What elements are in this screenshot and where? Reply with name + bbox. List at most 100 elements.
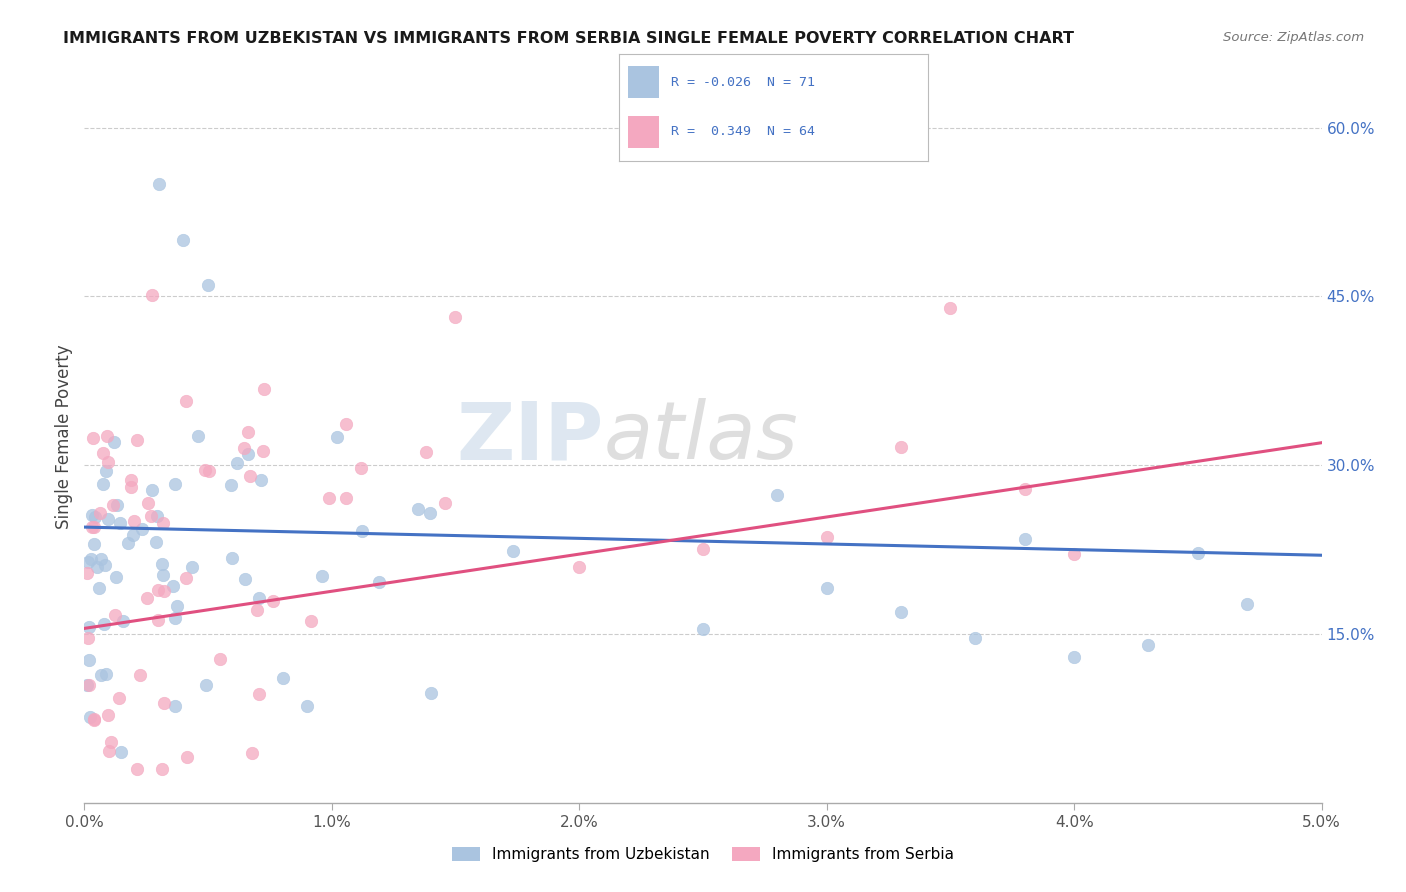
Point [246, 602, 269, 616]
Point [939, 301, 962, 315]
Point [415, 445, 437, 459]
Text: R =  0.349  N = 64: R = 0.349 N = 64 [671, 125, 815, 138]
Point [139, 509, 162, 524]
Point [90, 551, 112, 566]
Point [890, 605, 912, 619]
Point [110, 745, 132, 759]
Point [1187, 546, 1209, 560]
Point [350, 524, 373, 538]
Point [198, 464, 221, 478]
Point [815, 581, 838, 595]
Point [104, 608, 127, 623]
Point [100, 735, 122, 749]
Point [335, 491, 357, 506]
Point [174, 571, 197, 585]
Text: atlas: atlas [605, 398, 799, 476]
Point [89, 506, 111, 520]
Point [145, 535, 167, 549]
Point [110, 516, 132, 530]
Point [97, 455, 120, 469]
Point [93, 558, 115, 573]
Point [253, 382, 276, 396]
Legend: Immigrants from Uzbekistan, Immigrants from Serbia: Immigrants from Uzbekistan, Immigrants f… [446, 841, 960, 868]
Point [692, 542, 714, 557]
Point [96, 464, 118, 478]
Point [125, 762, 148, 776]
Point [83, 510, 105, 524]
Point [335, 417, 357, 431]
Point [146, 583, 169, 598]
Point [273, 671, 295, 685]
Point [221, 551, 243, 566]
Point [219, 477, 242, 491]
Point [152, 567, 174, 582]
Point [225, 456, 247, 470]
Point [236, 425, 259, 440]
Point [96, 429, 118, 443]
Point [86, 559, 108, 574]
Point [247, 687, 270, 701]
Point [120, 473, 142, 487]
Point [176, 750, 198, 764]
Point [194, 463, 217, 477]
Point [252, 443, 274, 458]
Point [148, 177, 170, 191]
Point [77, 619, 100, 633]
Point [165, 699, 187, 714]
Point [815, 531, 838, 545]
Point [141, 483, 163, 498]
Point [83, 713, 105, 727]
Point [163, 477, 186, 491]
Point [98, 744, 121, 758]
Point [239, 468, 262, 483]
Point [250, 473, 273, 487]
Point [80, 508, 103, 523]
Point [79, 709, 101, 723]
Point [83, 712, 105, 726]
Point [262, 594, 284, 608]
Point [209, 651, 232, 665]
Point [122, 528, 145, 542]
Point [1236, 598, 1258, 612]
Point [152, 516, 174, 531]
Point [240, 746, 263, 760]
Point [187, 429, 209, 443]
Point [90, 668, 112, 682]
Point [91, 446, 114, 460]
Point [120, 480, 142, 494]
Point [236, 447, 259, 461]
Point [444, 310, 467, 325]
Point [568, 560, 591, 574]
Point [325, 429, 347, 443]
FancyBboxPatch shape [628, 116, 659, 148]
Point [131, 522, 153, 536]
Point [150, 557, 173, 571]
Point [233, 441, 256, 455]
Point [83, 520, 105, 534]
Point [103, 435, 125, 450]
Point [76, 555, 98, 569]
Point [350, 461, 373, 475]
Point [150, 762, 173, 776]
Point [197, 278, 219, 293]
Point [692, 622, 714, 636]
Point [233, 572, 256, 586]
Point [146, 613, 169, 627]
Point [141, 288, 163, 302]
Point [174, 393, 197, 408]
Point [965, 631, 987, 645]
Point [112, 614, 135, 628]
Point [97, 512, 120, 526]
Point [89, 581, 111, 595]
Text: R = -0.026  N = 71: R = -0.026 N = 71 [671, 76, 815, 89]
Point [129, 668, 152, 682]
Point [94, 667, 117, 681]
Point [104, 570, 127, 584]
Text: Source: ZipAtlas.com: Source: ZipAtlas.com [1223, 31, 1364, 45]
Point [76, 678, 98, 692]
Point [247, 591, 270, 605]
Point [406, 502, 429, 516]
Point [890, 440, 912, 454]
Point [103, 498, 125, 512]
Point [97, 708, 120, 723]
